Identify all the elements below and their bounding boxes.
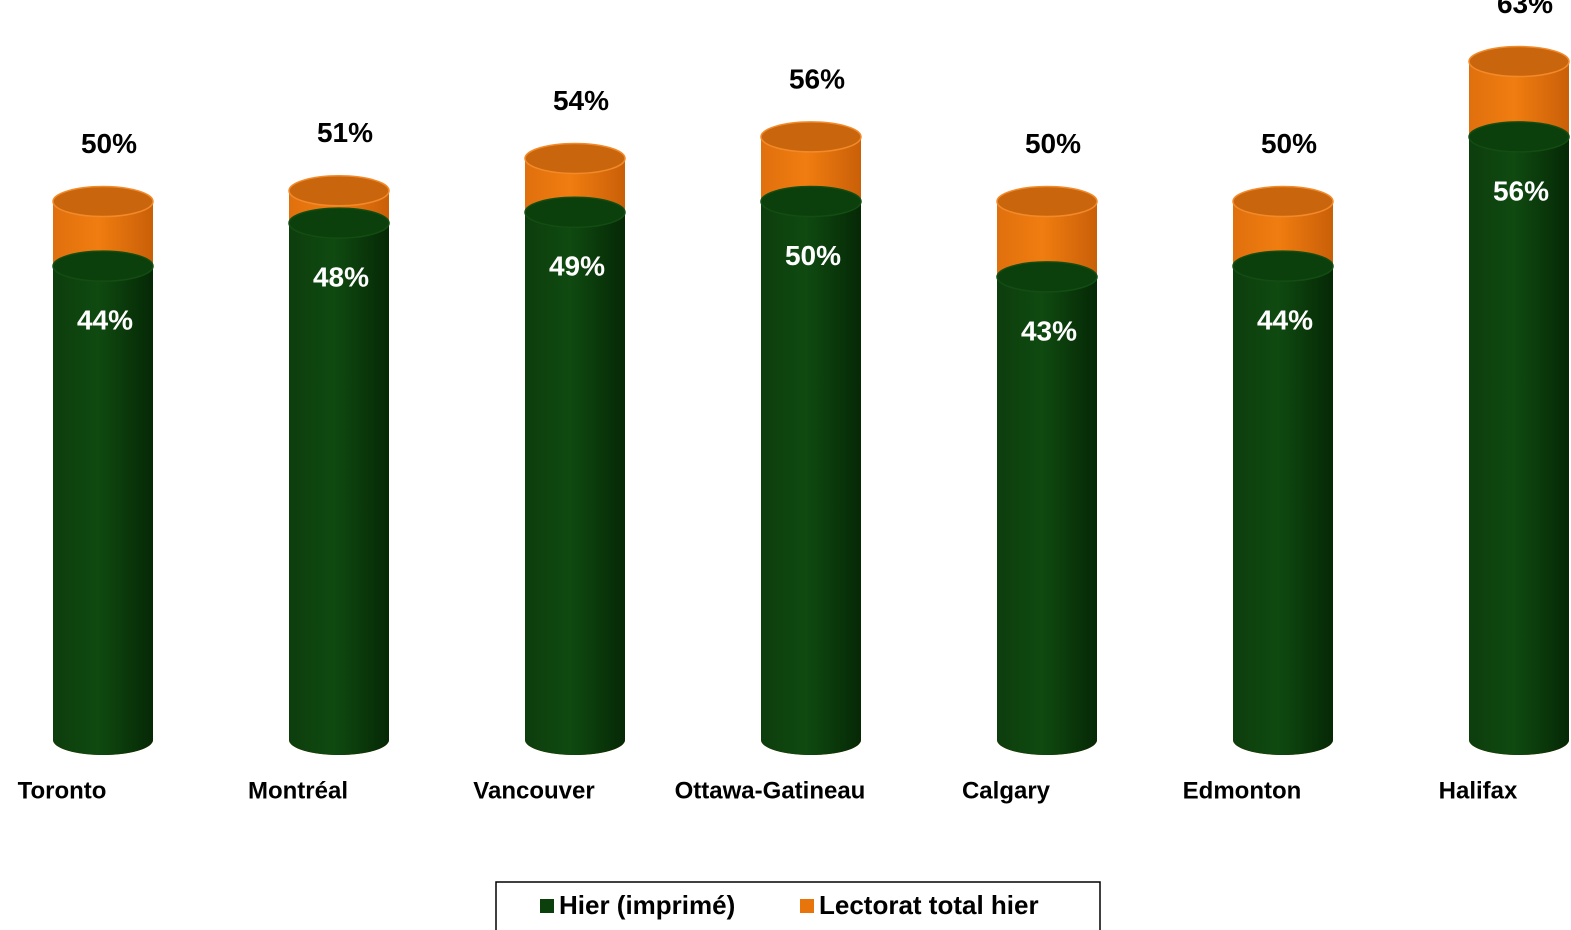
- cylinder-top: [760, 121, 862, 153]
- cylinder-top: [1232, 185, 1334, 218]
- data-label: 43%: [1021, 315, 1077, 346]
- legend-label: Hier (imprimé): [559, 890, 735, 920]
- cylinder-top: [1232, 250, 1334, 282]
- cylinder-top: [996, 261, 1098, 293]
- cylinder-body: [1469, 136, 1569, 740]
- data-label: 56%: [1493, 175, 1549, 206]
- data-label: 54%: [553, 85, 609, 116]
- data-label: 50%: [1261, 128, 1317, 159]
- cylinder-top: [524, 196, 626, 229]
- cylinder: [760, 185, 862, 755]
- x-tick-label: Ottawa-Gatineau: [675, 777, 866, 804]
- cylinder: [52, 250, 154, 755]
- cylinder: [996, 261, 1098, 755]
- x-tick-label: Calgary: [962, 777, 1051, 804]
- cylinder-top: [52, 185, 154, 218]
- data-label: 48%: [313, 261, 369, 292]
- cylinder-body: [525, 212, 625, 741]
- data-label: 44%: [77, 305, 133, 336]
- cylinder-body: [289, 223, 389, 741]
- data-label: 49%: [549, 251, 605, 282]
- data-label: 50%: [785, 240, 841, 271]
- x-tick-label: Vancouver: [473, 777, 594, 804]
- cylinder-top: [1468, 121, 1570, 153]
- cylinder-top: [996, 185, 1098, 218]
- data-label: 63%: [1497, 0, 1553, 19]
- cylinder-body: [1233, 266, 1333, 740]
- legend-swatch: [540, 899, 554, 913]
- data-label: 50%: [81, 128, 137, 159]
- data-label: 50%: [1025, 128, 1081, 159]
- x-tick-label: Edmonton: [1183, 777, 1302, 804]
- cylinder: [1232, 250, 1334, 755]
- x-tick-label: Toronto: [18, 777, 107, 804]
- x-tick-label: Montréal: [248, 777, 348, 804]
- legend-label: Lectorat total hier: [819, 890, 1039, 920]
- cylinder: [288, 207, 390, 755]
- cylinder-top: [52, 250, 154, 282]
- cylinder: [524, 196, 626, 755]
- legend-swatch: [800, 899, 814, 913]
- cylinder-body: [997, 276, 1097, 740]
- data-label: 56%: [789, 63, 845, 94]
- cylinder-top: [524, 142, 626, 175]
- x-tick-label: Halifax: [1439, 777, 1518, 804]
- data-label: 51%: [317, 117, 373, 148]
- cylinder-top: [760, 185, 862, 218]
- data-label: 44%: [1257, 305, 1313, 336]
- cylinder-top: [288, 207, 390, 239]
- cylinder-top: [1468, 45, 1570, 78]
- cylinder-body: [761, 201, 861, 741]
- legend-box: [495, 881, 1101, 930]
- cylinder-body: [53, 266, 153, 740]
- cylinder-top: [288, 175, 390, 207]
- cylinder: [1468, 121, 1570, 755]
